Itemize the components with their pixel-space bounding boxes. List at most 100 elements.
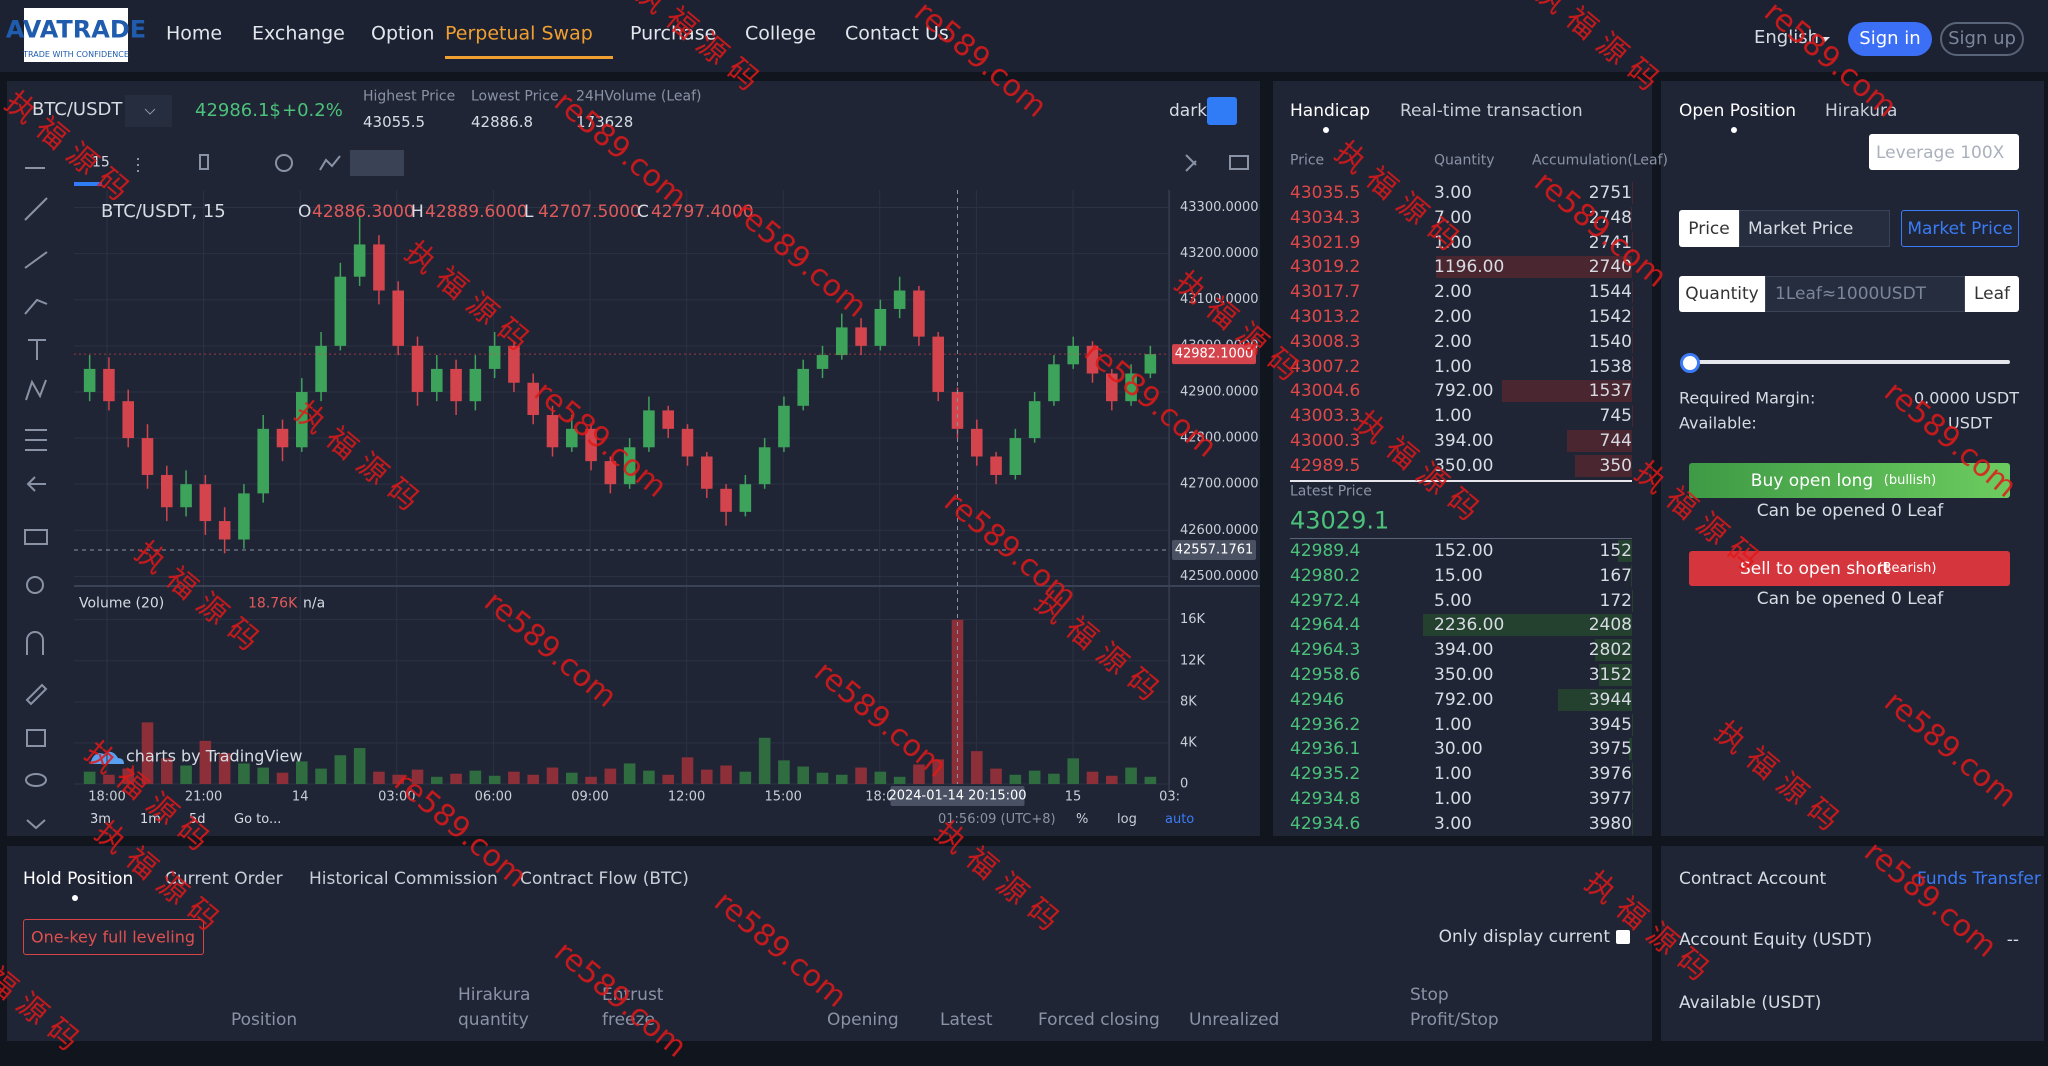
tab[interactable]: Contract Flow (BTC) — [520, 869, 689, 889]
nav-link[interactable]: College — [745, 23, 816, 46]
market-price-button[interactable]: Market Price — [1907, 219, 2012, 239]
order-price[interactable]: 43004.6 — [1290, 381, 1360, 401]
candle-body — [238, 493, 250, 539]
tool-icon[interactable] — [25, 430, 47, 450]
order-price[interactable]: 42964.4 — [1290, 615, 1360, 635]
candle-body — [257, 429, 269, 494]
tool-icon[interactable] — [27, 685, 46, 704]
pair[interactable]: BTC/USDT — [32, 99, 122, 121]
scale-option[interactable]: log — [1117, 812, 1137, 828]
snapshot-icon[interactable] — [1230, 156, 1248, 169]
language-select[interactable]: English — [1754, 27, 1819, 49]
price-input-value[interactable]: Market Price — [1748, 219, 1853, 239]
order-price[interactable]: 43013.2 — [1290, 307, 1360, 327]
nav-link[interactable]: Perpetual Swap — [445, 23, 593, 46]
tool-icon[interactable] — [27, 632, 43, 655]
tab[interactable]: Current Order — [165, 869, 283, 889]
account-value: -- — [2007, 930, 2019, 950]
column-header: Accumulation(Leaf) — [1532, 153, 1668, 170]
nav-link[interactable]: Exchange — [252, 23, 345, 46]
order-price[interactable]: 42989.4 — [1290, 541, 1360, 561]
order-price[interactable]: 43021.9 — [1290, 232, 1360, 252]
order-price[interactable]: 42934.8 — [1290, 789, 1360, 809]
tool-icon[interactable] — [25, 300, 47, 314]
range-button[interactable]: Go to... — [234, 812, 281, 828]
range-button[interactable]: 1m — [140, 812, 161, 828]
funds-transfer[interactable]: Funds Transfer — [1917, 869, 2041, 889]
tool-icon[interactable] — [27, 820, 45, 828]
tool-icon[interactable] — [27, 730, 45, 746]
tool-icon[interactable] — [27, 577, 43, 593]
order-price[interactable]: 42980.2 — [1290, 566, 1360, 586]
nav-link[interactable]: Purchase — [630, 23, 716, 46]
y-tick-label: 43100.0000 — [1180, 292, 1259, 307]
tab[interactable]: Hirakura — [1825, 101, 1897, 121]
order-price[interactable]: 42936.1 — [1290, 739, 1360, 759]
range-button[interactable]: 5d — [189, 812, 206, 828]
tab[interactable]: Handicap — [1290, 101, 1370, 121]
full-leveling[interactable]: One-key full leveling — [31, 927, 195, 946]
toolbar-icon[interactable] — [276, 155, 292, 171]
candle-body — [1087, 346, 1099, 374]
tool-icon[interactable] — [25, 198, 47, 220]
volume-bar — [1010, 775, 1022, 784]
nav-link[interactable]: Contact Us — [845, 23, 949, 46]
volume-bar — [335, 755, 347, 784]
order-quantity: 3.00 — [1434, 183, 1472, 203]
nav-link[interactable]: Home — [166, 23, 222, 46]
tool-icon[interactable] — [28, 340, 46, 360]
order-price[interactable]: 43017.7 — [1290, 282, 1360, 302]
tab[interactable]: Hold Position — [23, 869, 133, 889]
toolbar-icon[interactable] — [320, 156, 340, 170]
order-price[interactable]: 42946 — [1290, 690, 1344, 710]
candle-body — [122, 401, 134, 438]
leverage-placeholder[interactable]: Leverage 100X — [1876, 143, 2004, 163]
order-quantity: 1.00 — [1434, 764, 1472, 784]
order-price[interactable]: 43019.2 — [1290, 257, 1360, 277]
order-price[interactable]: 43000.3 — [1290, 431, 1360, 451]
sell-label[interactable]: Sell to open short — [1740, 559, 1890, 579]
order-price[interactable]: 43007.2 — [1290, 356, 1360, 376]
buy-label[interactable]: Buy open long — [1751, 471, 1873, 491]
order-price[interactable]: 42934.6 — [1290, 814, 1360, 834]
range-button[interactable]: 3m — [90, 812, 111, 828]
order-price[interactable]: 43034.3 — [1290, 208, 1360, 228]
order-price[interactable]: 43035.5 — [1290, 183, 1360, 203]
order-price[interactable]: 42936.2 — [1290, 714, 1360, 734]
filter-label[interactable]: Only display current — [1439, 927, 1610, 947]
toolbar-icon[interactable] — [200, 155, 208, 169]
nav-link[interactable]: Option — [371, 23, 434, 46]
order-quantity: 2.00 — [1434, 307, 1472, 327]
tool-icon[interactable] — [26, 774, 46, 786]
buy-note[interactable]: (bullish) — [1884, 473, 1936, 489]
sign-up[interactable]: Sign up — [1948, 28, 2016, 50]
fullscreen-icon[interactable] — [1186, 155, 1196, 171]
tool-icon[interactable] — [25, 530, 47, 544]
interval[interactable]: 15 — [92, 155, 110, 172]
tool-icon[interactable] — [25, 252, 47, 268]
tool-icon[interactable] — [26, 380, 46, 400]
sign-in[interactable]: Sign in — [1859, 28, 1920, 50]
order-price[interactable]: 42972.4 — [1290, 590, 1360, 610]
order-price[interactable]: 42964.3 — [1290, 640, 1360, 660]
order-price[interactable]: 43003.3 — [1290, 406, 1360, 426]
x-tick-label: 15 — [1065, 790, 1082, 805]
volume-bar — [180, 766, 192, 784]
sell-note[interactable]: (Bearish) — [1878, 561, 1937, 577]
tab[interactable]: Historical Commission — [309, 869, 498, 889]
quantity-placeholder[interactable]: 1Leaf≈1000USDT — [1775, 284, 1926, 304]
scale-option[interactable]: auto — [1165, 812, 1194, 828]
order-price[interactable]: 42958.6 — [1290, 665, 1360, 685]
volume-extra: n/a — [303, 596, 325, 613]
order-price[interactable]: 43008.3 — [1290, 332, 1360, 352]
order-price[interactable]: 42935.2 — [1290, 764, 1360, 784]
candle-body — [1029, 401, 1041, 438]
order-accumulation: 745 — [1600, 406, 1632, 426]
tab[interactable]: Real-time transaction — [1400, 101, 1583, 121]
tab[interactable]: Open Position — [1679, 101, 1796, 121]
scale-option[interactable]: % — [1076, 812, 1088, 828]
logo-text[interactable]: AVATRADE — [6, 16, 146, 45]
undo-redo[interactable] — [350, 150, 404, 176]
tool-icon[interactable] — [28, 477, 46, 491]
order-price[interactable]: 42989.5 — [1290, 456, 1360, 476]
